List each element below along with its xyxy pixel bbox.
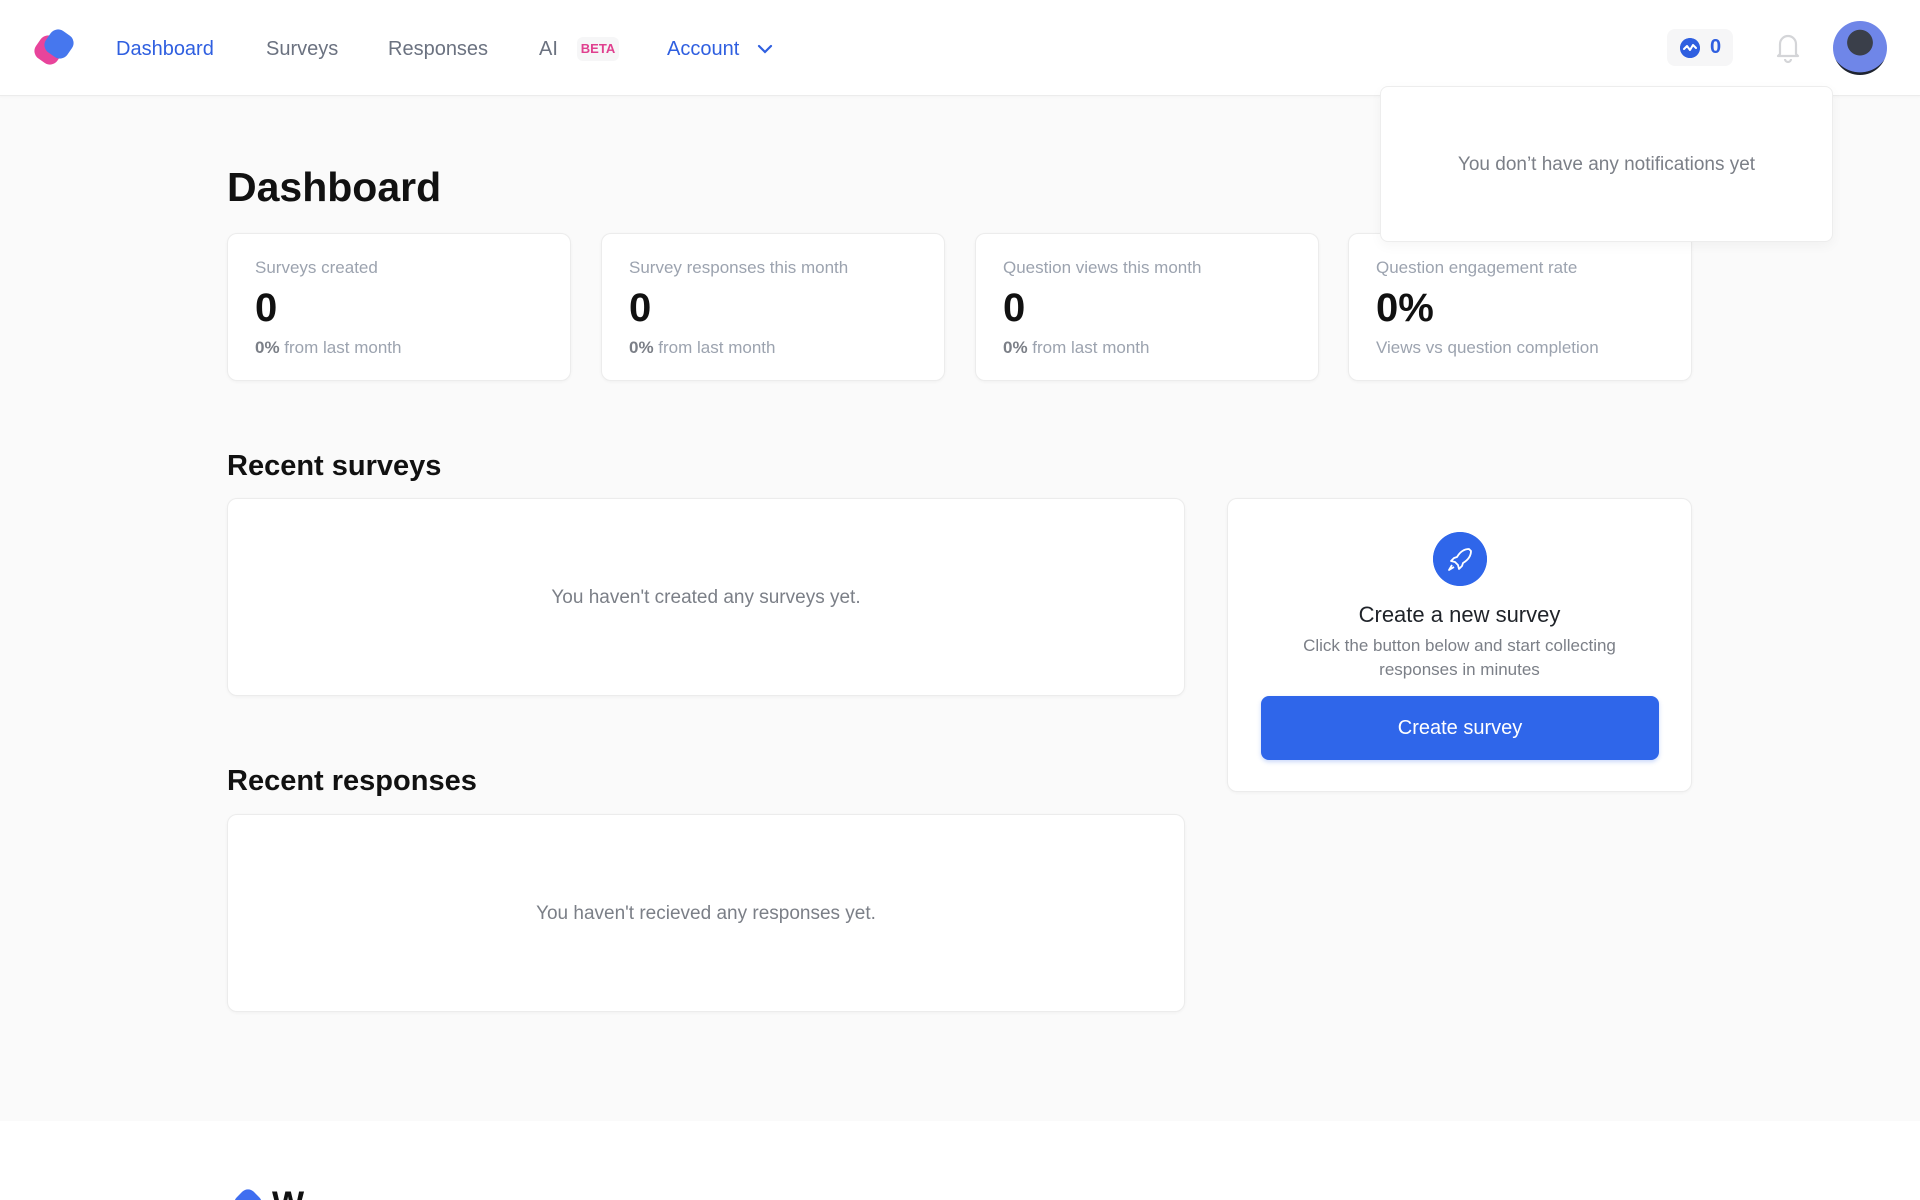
- stat-value: 0: [255, 286, 278, 330]
- top-nav: Dashboard Surveys Responses AI BETA Acco…: [0, 0, 1920, 96]
- recent-surveys-panel: You haven't created any surveys yet.: [227, 498, 1185, 696]
- stat-card-surveys-created: Surveys created 0 0% from last month: [227, 233, 571, 381]
- activity-badge[interactable]: 0: [1667, 29, 1733, 66]
- footer-brand: W: [272, 1185, 304, 1200]
- rocket-icon: [1433, 532, 1487, 586]
- stat-change: 0% from last month: [1003, 338, 1150, 357]
- footer: W: [0, 1121, 1920, 1200]
- recent-responses-title: Recent responses: [227, 765, 477, 797]
- stat-label: Survey responses this month: [629, 258, 849, 277]
- stat-value: 0: [1003, 286, 1026, 330]
- notifications-empty-text: You don’t have any notifications yet: [1457, 154, 1756, 175]
- activity-count: 0: [1710, 36, 1722, 58]
- nav-responses[interactable]: Responses: [388, 38, 489, 60]
- page-title: Dashboard: [227, 164, 442, 210]
- notifications-popover: You don’t have any notifications yet: [1380, 86, 1833, 242]
- recent-surveys-title: Recent surveys: [227, 450, 442, 482]
- nav-surveys[interactable]: Surveys: [266, 38, 339, 60]
- activity-icon: [1680, 38, 1700, 58]
- footer-logo: [231, 1186, 265, 1200]
- nav-ai[interactable]: AI: [539, 38, 558, 60]
- nav-dashboard[interactable]: Dashboard: [116, 38, 214, 60]
- stat-label: Question views this month: [1003, 258, 1202, 277]
- stat-card-question-views: Question views this month 0 0% from last…: [975, 233, 1319, 381]
- stat-card-responses-month: Survey responses this month 0 0% from la…: [601, 233, 945, 381]
- stat-subtitle: Views vs question completion: [1376, 338, 1599, 357]
- stat-value: 0: [629, 286, 652, 330]
- create-survey-description: Click the button below and start collect…: [1303, 636, 1616, 679]
- stat-label: Question engagement rate: [1376, 258, 1578, 277]
- stat-change: 0% from last month: [629, 338, 776, 357]
- bell-icon[interactable]: [1773, 30, 1803, 64]
- create-survey-title: Create a new survey: [1358, 602, 1561, 627]
- create-survey-card: Create a new survey Click the button bel…: [1227, 498, 1692, 792]
- stat-card-engagement-rate: Question engagement rate 0% Views vs que…: [1348, 233, 1692, 381]
- stat-value: 0%: [1376, 286, 1434, 330]
- stat-label: Surveys created: [255, 258, 378, 277]
- recent-surveys-empty-text: You haven't created any surveys yet.: [551, 587, 861, 608]
- stat-change: 0% from last month: [255, 338, 402, 357]
- create-survey-button[interactable]: Create survey: [1261, 696, 1659, 760]
- user-avatar[interactable]: [1833, 21, 1887, 75]
- nav-account[interactable]: Account: [667, 38, 740, 60]
- brand-logo[interactable]: [34, 27, 76, 71]
- beta-badge: BETA: [577, 37, 619, 61]
- chevron-down-icon[interactable]: [756, 40, 774, 58]
- recent-responses-empty-text: You haven't recieved any responses yet.: [536, 903, 876, 924]
- recent-responses-panel: You haven't recieved any responses yet.: [227, 814, 1185, 1012]
